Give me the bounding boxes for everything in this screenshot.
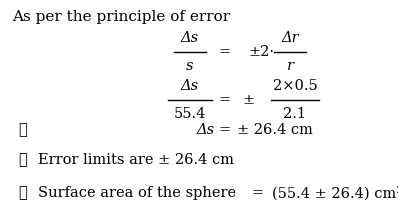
Text: 55.4: 55.4: [174, 108, 206, 121]
Text: Δs: Δs: [181, 79, 199, 92]
Text: r: r: [287, 59, 293, 73]
Text: =: =: [219, 45, 231, 59]
Text: Surface area of the sphere: Surface area of the sphere: [38, 186, 236, 200]
Text: ∴: ∴: [18, 186, 27, 200]
Text: 2.1: 2.1: [283, 108, 306, 121]
Text: As per the principle of error: As per the principle of error: [12, 10, 230, 24]
Text: Δs: Δs: [181, 30, 199, 45]
Text: (55.4 ± 26.4) cm²: (55.4 ± 26.4) cm²: [272, 186, 398, 200]
Text: ±2·: ±2·: [248, 45, 274, 59]
Text: 2×0.5: 2×0.5: [273, 79, 317, 92]
Text: ∴: ∴: [18, 153, 27, 167]
Text: =: =: [252, 186, 264, 200]
Text: s: s: [186, 59, 194, 73]
Text: =: =: [219, 93, 231, 107]
Text: =: =: [219, 123, 231, 137]
Text: ±: ±: [242, 93, 254, 107]
Text: ± 26.4 cm: ± 26.4 cm: [237, 123, 313, 137]
Text: ∴: ∴: [18, 123, 27, 137]
Text: Δs: Δs: [197, 123, 215, 137]
Text: Error limits are ± 26.4 cm: Error limits are ± 26.4 cm: [38, 153, 234, 167]
Text: Δr: Δr: [281, 30, 299, 45]
